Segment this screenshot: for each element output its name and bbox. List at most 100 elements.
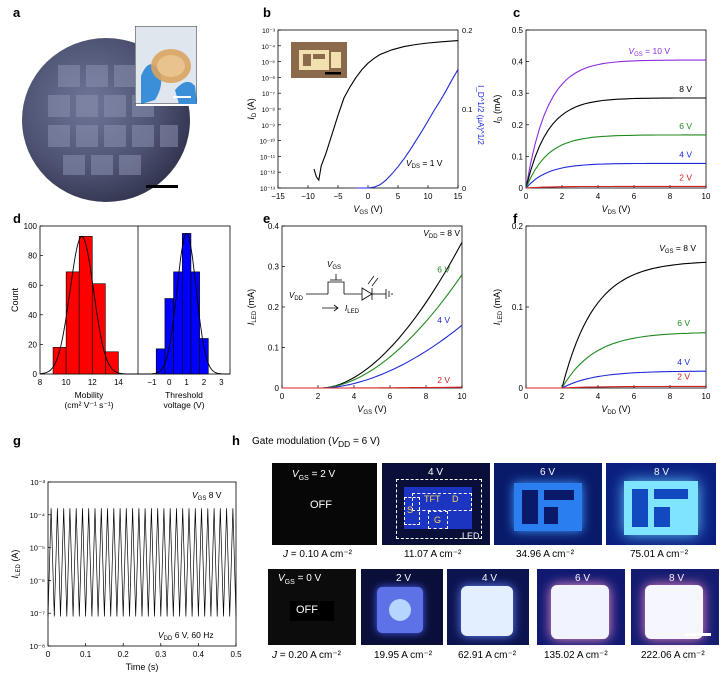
tile-r2-vgs-0v: VGS = 0 V OFF <box>268 569 356 645</box>
j-r1-0: J = 0.10 A cm⁻² <box>283 549 352 560</box>
series-label-4: 2 V <box>679 172 692 182</box>
annotation-vdd: VDD 6 V, 60 Hz <box>158 630 214 642</box>
y-tick-label: 40 <box>28 311 37 320</box>
x-tick-label: 10 <box>702 392 711 401</box>
y-tick-label: 20 <box>28 340 37 349</box>
series-label-2: 6 V <box>679 121 692 131</box>
x-tick-label: −15 <box>271 192 285 201</box>
x-tick-label: 2 <box>560 392 565 401</box>
y-tick-label: 10⁻⁷ <box>30 609 45 618</box>
y-tick-label: 0.2 <box>512 121 524 130</box>
y-tick-label: 0.1 <box>512 303 524 312</box>
led-outline <box>396 479 482 539</box>
j-r2-0: J = 0.20 A cm⁻² <box>272 650 341 661</box>
series-label-3: 2 V <box>437 375 450 385</box>
y-tick-label: 10⁻⁴ <box>262 44 276 51</box>
y-tick-label: 10⁻⁸ <box>30 642 45 651</box>
vds-annotation: VDS = 1 V <box>406 158 443 170</box>
flexible-substrate-inset-photo <box>135 26 197 104</box>
series-id-log <box>313 40 459 182</box>
led-label: LED <box>462 531 480 541</box>
chart-b-transfer: −15 −10 −5 0 5 10 15 10⁻³ 10⁻⁴ 10⁻⁵ 10⁻⁶ 10⁻⁷ 10⁻⁸ 10… <box>246 26 485 214</box>
x-tick-label: 0 <box>280 392 285 401</box>
drain-label: D <box>452 494 459 504</box>
bar-threshold <box>190 271 200 375</box>
x-tick-label: 0 <box>167 378 172 387</box>
x-tick-label: −10 <box>301 192 315 201</box>
tile-r2-4v: 4 V <box>447 569 529 645</box>
x-tick-label: 0.5 <box>230 650 242 659</box>
tft-micrograph-inset <box>291 42 347 78</box>
panel-label-h: h <box>232 433 240 448</box>
x-tick-label: 10 <box>458 392 467 401</box>
y-axis-label: ILED (mA) <box>492 289 504 325</box>
led-off-pad <box>290 601 334 621</box>
x-tick-label: 0 <box>524 192 529 201</box>
y-tick-label: 0 <box>275 384 280 393</box>
x-label-threshold: Threshold <box>165 390 203 400</box>
light-arrow-icon <box>367 275 379 287</box>
j-r2-2: 62.91 A cm⁻² <box>458 650 517 661</box>
j-r2-4: 222.06 A cm⁻² <box>641 650 705 661</box>
bar-threshold <box>181 233 192 375</box>
x-tick-label: 4 <box>596 192 601 201</box>
x-tick-label: 8 <box>38 378 43 387</box>
y-tick-label: 10⁻⁶ <box>262 75 276 82</box>
bar-threshold <box>164 298 174 375</box>
x-tick-label: 0 <box>524 392 529 401</box>
x-tick-label: 10 <box>702 192 711 201</box>
panel-h-title: Gate modulation (VDD = 6 V) <box>252 436 380 449</box>
x-axis-label: VDS (V) <box>602 204 631 214</box>
y-tick-label: 0 <box>519 384 524 393</box>
x-tick-label: 15 <box>454 192 463 201</box>
x-tick-label: −5 <box>333 192 343 201</box>
x-tick-label: 2 <box>202 378 207 387</box>
chart-e-led-transfer: 0 2 4 6 8 10 0 0.1 0.2 0.3 0.4 VGS (V) ILED (mA) VDD … <box>246 222 467 416</box>
panel-label-f: f <box>513 211 518 226</box>
tft-label: TFT <box>424 494 441 504</box>
x-tick-label: 2 <box>316 392 321 401</box>
y-tick-label: 10⁻⁷ <box>262 91 276 98</box>
y2-tick-label: 0.1 <box>462 105 472 114</box>
x-tick-label: 0.3 <box>155 650 167 659</box>
y-tick-label: 10⁻³ <box>30 478 45 487</box>
panel-label-b: b <box>263 5 271 20</box>
x-tick-label: 10 <box>62 378 71 387</box>
ground-icon <box>385 289 393 299</box>
chart-c-output: 0 2 4 6 8 10 0 0.1 0.2 0.3 0.4 0.5 VDS (V) ID (mA) VGS… <box>492 26 711 214</box>
x-tick-label: 10 <box>424 192 433 201</box>
series-3 <box>525 162 706 189</box>
bar-threshold <box>173 271 183 375</box>
current-arrow-icon <box>322 304 339 312</box>
x-tick-label: 6 <box>388 392 393 401</box>
tile-r1-6v: 6 V <box>494 463 602 545</box>
bar-threshold <box>199 338 209 375</box>
x-tick-label: 2 <box>560 192 565 201</box>
x-tick-label: 0.1 <box>80 650 92 659</box>
y-tick-label: 0.1 <box>512 152 524 161</box>
y-tick-label: 0.1 <box>268 344 280 353</box>
y-tick-label: 10⁻¹³ <box>260 186 276 193</box>
plot-frame <box>281 225 463 389</box>
tile-r1-vgs-label: VGS = 2 V <box>292 469 336 482</box>
panel-label-a: a <box>13 5 21 20</box>
plot-frame <box>47 481 237 647</box>
x-label-threshold-unit: voltage (V) <box>163 400 204 410</box>
y-tick-label: 0.3 <box>512 89 524 98</box>
y-tick-label: 0.5 <box>512 26 524 35</box>
series-label-3: 4 V <box>679 149 692 159</box>
circuit-vgs-label: VGS <box>327 260 341 271</box>
y-tick-label: 0 <box>519 184 524 193</box>
y-axis-label: ID (mA) <box>492 95 504 124</box>
tile-r2-8v: 8 V <box>631 569 719 645</box>
panel-label-c: c <box>513 5 521 20</box>
j-r1-3: 75.01 A cm⁻² <box>630 549 689 560</box>
y-tick-label: 0.4 <box>268 222 280 231</box>
tile-r1-vgs-2v: VGS = 2 V OFF <box>272 463 377 545</box>
led-diode-icon <box>361 287 373 301</box>
y-axis-label: ILED (mA) <box>246 289 258 325</box>
series-label-1: 8 V <box>679 84 692 94</box>
x-tick-label: 0 <box>46 650 51 659</box>
tile-r1-4v-label: 4 V <box>428 467 444 478</box>
panel-label-d: d <box>13 211 21 226</box>
